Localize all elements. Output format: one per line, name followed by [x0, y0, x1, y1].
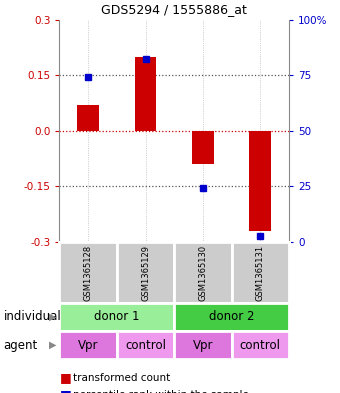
Text: donor 1: donor 1	[94, 310, 140, 323]
Text: GSM1365128: GSM1365128	[84, 245, 93, 301]
Text: transformed count: transformed count	[73, 373, 170, 383]
Text: percentile rank within the sample: percentile rank within the sample	[73, 389, 249, 393]
Text: agent: agent	[3, 338, 38, 352]
Text: control: control	[125, 338, 166, 352]
Text: control: control	[240, 338, 281, 352]
Text: GSM1365130: GSM1365130	[199, 245, 207, 301]
Bar	[192, 130, 214, 164]
Text: donor 2: donor 2	[209, 310, 254, 323]
Text: individual: individual	[3, 310, 61, 323]
Text: Vpr: Vpr	[78, 338, 99, 352]
Bar	[250, 130, 271, 231]
Bar	[77, 105, 99, 130]
Text: ▶: ▶	[49, 340, 56, 350]
Bar	[135, 57, 156, 130]
Text: GSM1365129: GSM1365129	[141, 245, 150, 301]
Text: ▶: ▶	[49, 312, 56, 322]
Title: GDS5294 / 1555886_at: GDS5294 / 1555886_at	[101, 3, 247, 16]
Text: Vpr: Vpr	[193, 338, 213, 352]
Text: ■: ■	[59, 371, 71, 384]
Text: GSM1365131: GSM1365131	[256, 245, 265, 301]
Text: ■: ■	[59, 388, 71, 393]
